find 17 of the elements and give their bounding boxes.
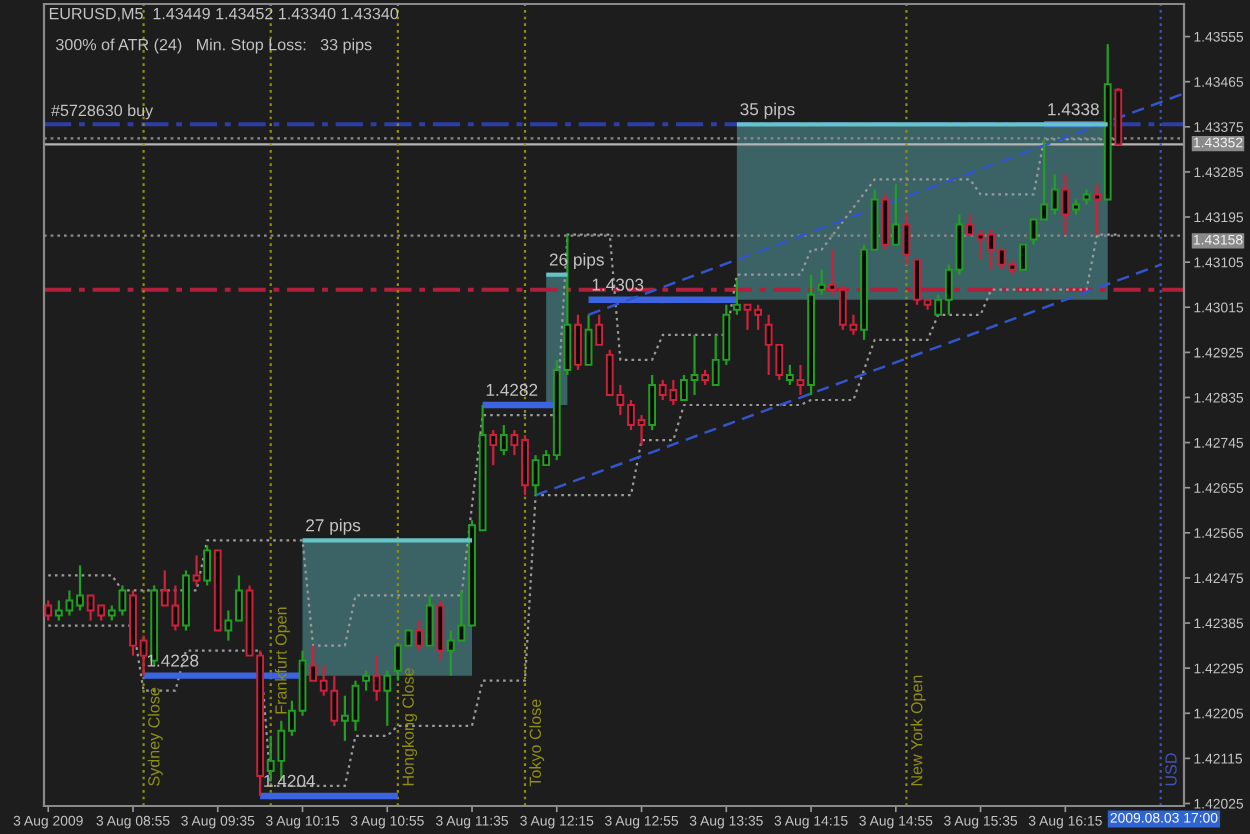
ref-line-label: Hongkong Close bbox=[402, 668, 418, 786]
line-series bbox=[47, 233, 1120, 788]
chart-title: EURUSD,M5 1.43449 1.43452 1.43340 1.43340 bbox=[49, 7, 399, 22]
ref-line-label: New York Open bbox=[910, 675, 926, 786]
series-label: 1.4338 bbox=[1048, 103, 1099, 116]
text: 300% of ATR (24) Min. Stop Loss: 33 pips bbox=[56, 38, 372, 54]
ref-line-label: USD bbox=[1165, 753, 1177, 786]
annotation: #5728630 buy bbox=[51, 104, 154, 120]
series-label: 1.4303 bbox=[592, 278, 644, 291]
line-series bbox=[47, 138, 1120, 647]
series-label: 1.4282 bbox=[486, 383, 538, 397]
series-label: 27 pips bbox=[306, 518, 361, 535]
ref-line-label: Sydney Close bbox=[147, 687, 163, 786]
ref-line-label: Frankfurt Open bbox=[274, 607, 290, 714]
series-label: 35 pips bbox=[740, 102, 795, 119]
series-label: 1.4204 bbox=[264, 774, 316, 788]
ref-line-label: Tokyo Close bbox=[529, 699, 545, 787]
